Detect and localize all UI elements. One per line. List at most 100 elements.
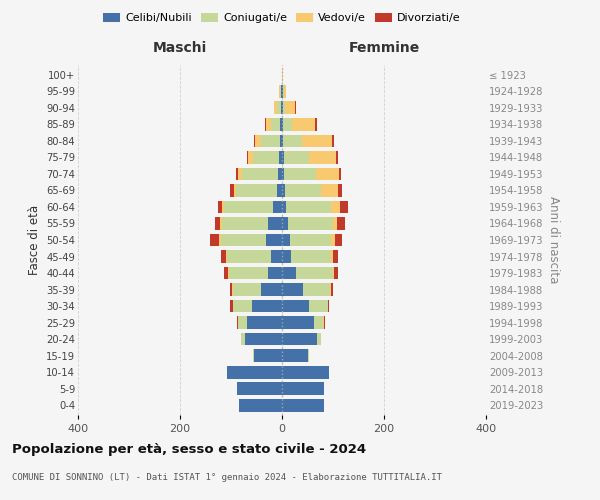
Bar xyxy=(277,184,282,197)
Bar xyxy=(268,266,282,280)
Bar xyxy=(316,168,338,180)
Bar xyxy=(227,250,271,263)
Bar xyxy=(230,184,233,197)
Bar xyxy=(282,349,308,362)
Bar xyxy=(302,134,332,147)
Bar xyxy=(254,134,256,147)
Bar xyxy=(209,234,219,246)
Bar xyxy=(224,200,273,213)
Bar xyxy=(282,234,290,246)
Bar xyxy=(280,134,282,147)
Bar xyxy=(333,266,334,280)
Bar xyxy=(314,316,323,329)
Bar xyxy=(304,283,330,296)
Bar xyxy=(282,184,284,197)
Bar xyxy=(282,300,308,312)
Y-axis label: Fasce di età: Fasce di età xyxy=(28,205,41,275)
Bar xyxy=(282,151,284,164)
Bar xyxy=(282,118,283,131)
Bar xyxy=(238,168,242,180)
Bar xyxy=(271,118,280,131)
Bar xyxy=(321,184,338,197)
Bar xyxy=(282,382,325,395)
Bar xyxy=(280,85,281,98)
Bar xyxy=(282,200,286,213)
Bar xyxy=(283,102,285,114)
Bar xyxy=(284,151,309,164)
Bar xyxy=(333,217,337,230)
Bar xyxy=(296,266,333,280)
Bar xyxy=(222,217,268,230)
Bar xyxy=(292,118,315,131)
Bar xyxy=(236,316,238,329)
Bar xyxy=(308,300,328,312)
Bar xyxy=(282,168,284,180)
Bar xyxy=(256,134,260,147)
Bar xyxy=(334,266,338,280)
Bar xyxy=(282,217,288,230)
Bar xyxy=(245,332,282,345)
Text: COMUNE DI SONNINO (LT) - Dati ISTAT 1° gennaio 2024 - Elaborazione TUTTITALIA.IT: COMUNE DI SONNINO (LT) - Dati ISTAT 1° g… xyxy=(12,472,442,482)
Bar xyxy=(226,250,227,263)
Bar xyxy=(284,168,316,180)
Bar xyxy=(223,200,224,213)
Bar xyxy=(224,266,229,280)
Bar xyxy=(247,151,248,164)
Bar xyxy=(233,283,260,296)
Bar xyxy=(335,151,338,164)
Bar xyxy=(218,200,223,213)
Bar xyxy=(309,151,335,164)
Bar xyxy=(236,168,238,180)
Bar xyxy=(283,85,284,98)
Bar xyxy=(332,134,334,147)
Bar xyxy=(274,102,277,114)
Bar xyxy=(282,283,304,296)
Bar xyxy=(315,118,317,131)
Bar xyxy=(265,118,266,131)
Bar xyxy=(273,200,282,213)
Bar xyxy=(237,382,282,395)
Bar xyxy=(337,217,345,230)
Bar xyxy=(331,200,340,213)
Bar xyxy=(280,151,282,164)
Bar xyxy=(331,250,333,263)
Bar xyxy=(248,151,253,164)
Bar xyxy=(340,200,348,213)
Bar xyxy=(281,102,282,114)
Bar xyxy=(331,234,335,246)
Bar xyxy=(282,134,283,147)
Bar xyxy=(220,217,222,230)
Bar xyxy=(324,316,325,329)
Bar xyxy=(233,300,253,312)
Bar xyxy=(253,349,254,362)
Bar xyxy=(328,300,329,312)
Bar xyxy=(288,217,333,230)
Bar xyxy=(291,250,331,263)
Bar xyxy=(227,366,282,378)
Bar xyxy=(282,68,283,82)
Bar xyxy=(260,283,282,296)
Bar xyxy=(254,349,282,362)
Bar xyxy=(295,102,296,114)
Bar xyxy=(266,118,271,131)
Bar xyxy=(317,332,321,345)
Bar xyxy=(283,118,292,131)
Bar xyxy=(239,398,282,411)
Bar xyxy=(284,184,321,197)
Text: Maschi: Maschi xyxy=(153,41,207,55)
Bar xyxy=(290,234,331,246)
Bar xyxy=(335,234,341,246)
Bar xyxy=(333,250,338,263)
Legend: Celibi/Nubili, Coniugati/e, Vedovi/e, Divorziati/e: Celibi/Nubili, Coniugati/e, Vedovi/e, Di… xyxy=(99,8,465,28)
Bar xyxy=(266,234,282,246)
Bar xyxy=(260,134,280,147)
Bar xyxy=(282,398,324,411)
Bar xyxy=(236,184,277,197)
Bar xyxy=(282,316,314,329)
Bar xyxy=(282,250,291,263)
Bar xyxy=(277,102,281,114)
Bar xyxy=(286,200,331,213)
Bar xyxy=(282,266,296,280)
Bar xyxy=(268,217,282,230)
Bar xyxy=(221,250,226,263)
